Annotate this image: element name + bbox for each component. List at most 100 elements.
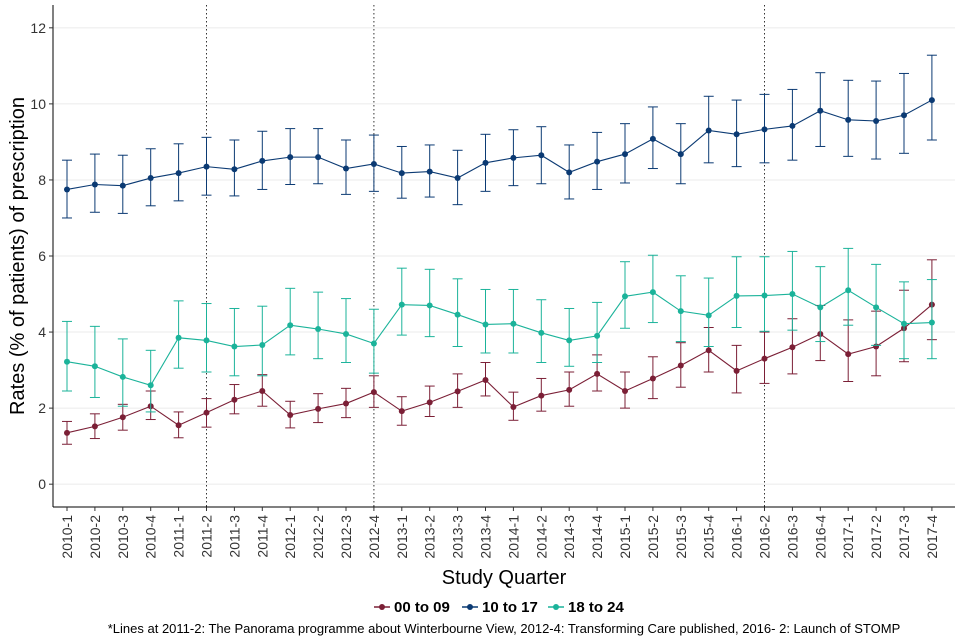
data-point [761, 292, 768, 299]
x-tick-label: 2010-3 [115, 515, 131, 559]
data-point [845, 116, 852, 123]
data-point [705, 347, 712, 354]
data-point [64, 358, 70, 365]
x-tick-label: 2011-1 [171, 515, 187, 558]
data-point [873, 117, 880, 124]
data-point [482, 321, 489, 328]
legend-item: 10 to 17 [462, 599, 538, 616]
data-point [649, 135, 656, 142]
x-tick-label: 2013-3 [450, 515, 466, 559]
data-point [928, 319, 935, 326]
data-point [119, 414, 126, 421]
data-point [231, 396, 238, 403]
data-point [677, 308, 684, 315]
data-point [315, 326, 322, 333]
data-point [175, 422, 182, 429]
x-tick-label: 2014-2 [533, 515, 549, 559]
x-tick-label: 2010-4 [143, 515, 159, 559]
x-tick-label: 2015-1 [617, 515, 633, 559]
data-point [538, 152, 545, 159]
data-point [203, 409, 210, 416]
x-tick-label: 2013-2 [422, 515, 438, 559]
data-point [398, 170, 405, 177]
data-point [426, 168, 433, 175]
data-point [259, 157, 266, 164]
data-point [594, 332, 601, 339]
data-point [622, 388, 628, 395]
data-point [845, 351, 852, 358]
x-tick-label: 2016-4 [812, 515, 828, 559]
y-ticks: 0 2 4 6 8 10 12 [30, 20, 53, 492]
data-point [817, 304, 824, 311]
y-tick-label: 2 [38, 400, 46, 416]
x-tick-label: 2015-2 [645, 515, 661, 559]
y-tick-label: 10 [30, 96, 46, 112]
grid-lines [53, 27, 955, 485]
x-tick-label: 2013-4 [478, 515, 494, 559]
data-point [594, 158, 601, 165]
x-axis-title: Study Quarter [442, 567, 567, 589]
data-point [761, 355, 768, 362]
x-tick-label: 2014-3 [561, 515, 577, 559]
series-00-to-09 [62, 259, 937, 445]
data-point [398, 408, 405, 415]
data-point [91, 181, 98, 188]
legend-item: 00 to 09 [374, 599, 450, 616]
data-point [287, 154, 294, 161]
data-point [370, 160, 377, 167]
y-tick-label: 12 [30, 20, 46, 36]
x-tick-label: 2017-2 [868, 515, 884, 559]
data-point [510, 403, 517, 410]
y-tick-label: 6 [38, 248, 46, 264]
data-point [259, 388, 266, 395]
data-point [677, 362, 684, 369]
x-tick-label: 2017-4 [924, 515, 940, 559]
legend-label: 10 to 17 [482, 599, 538, 616]
data-point [649, 289, 656, 296]
x-tick-label: 2012-4 [366, 515, 382, 559]
data-point [147, 175, 154, 182]
data-point [566, 386, 573, 393]
x-tick-label: 2016-1 [729, 515, 745, 559]
data-point [538, 329, 545, 336]
data-point [343, 330, 349, 337]
data-point [119, 373, 126, 380]
data-point [64, 186, 70, 193]
data-point [622, 151, 628, 158]
x-tick-label: 2011-4 [254, 515, 270, 558]
y-tick-label: 4 [38, 324, 46, 340]
x-tick-label: 2014-1 [505, 515, 521, 559]
data-point [147, 382, 154, 389]
data-point [510, 154, 517, 161]
data-point [817, 107, 824, 114]
legend-swatch-point [379, 604, 385, 610]
series-line [66, 99, 933, 190]
legend-swatch-point [467, 604, 473, 610]
data-point [733, 292, 740, 299]
data-point [622, 293, 628, 300]
x-ticks: 2010-1 2010-2 2010-3 2010-4 2011-1 2011-2 2011… [59, 507, 940, 559]
y-tick-label: 8 [38, 172, 46, 188]
data-point [231, 343, 238, 350]
data-point [789, 291, 796, 298]
data-point [426, 399, 433, 406]
data-point [287, 411, 294, 418]
data-point [873, 304, 880, 311]
data-point [91, 423, 98, 430]
x-tick-label: 2016-2 [757, 515, 773, 559]
legend-label: 00 to 09 [394, 599, 450, 616]
series-18-to-24 [62, 247, 937, 413]
x-tick-label: 2014-4 [589, 515, 605, 559]
series-line [66, 304, 933, 434]
data-point [315, 405, 322, 412]
data-point [315, 154, 322, 161]
x-tick-label: 2015-3 [673, 515, 689, 559]
data-point [454, 175, 461, 182]
x-tick-label: 2017-3 [896, 515, 912, 559]
series [62, 54, 937, 445]
legend: 00 to 09 10 to 17 18 to 24 [374, 599, 625, 616]
data-point [789, 122, 796, 129]
x-tick-label: 2012-2 [310, 515, 326, 559]
data-point [677, 151, 684, 158]
data-point [287, 322, 294, 329]
